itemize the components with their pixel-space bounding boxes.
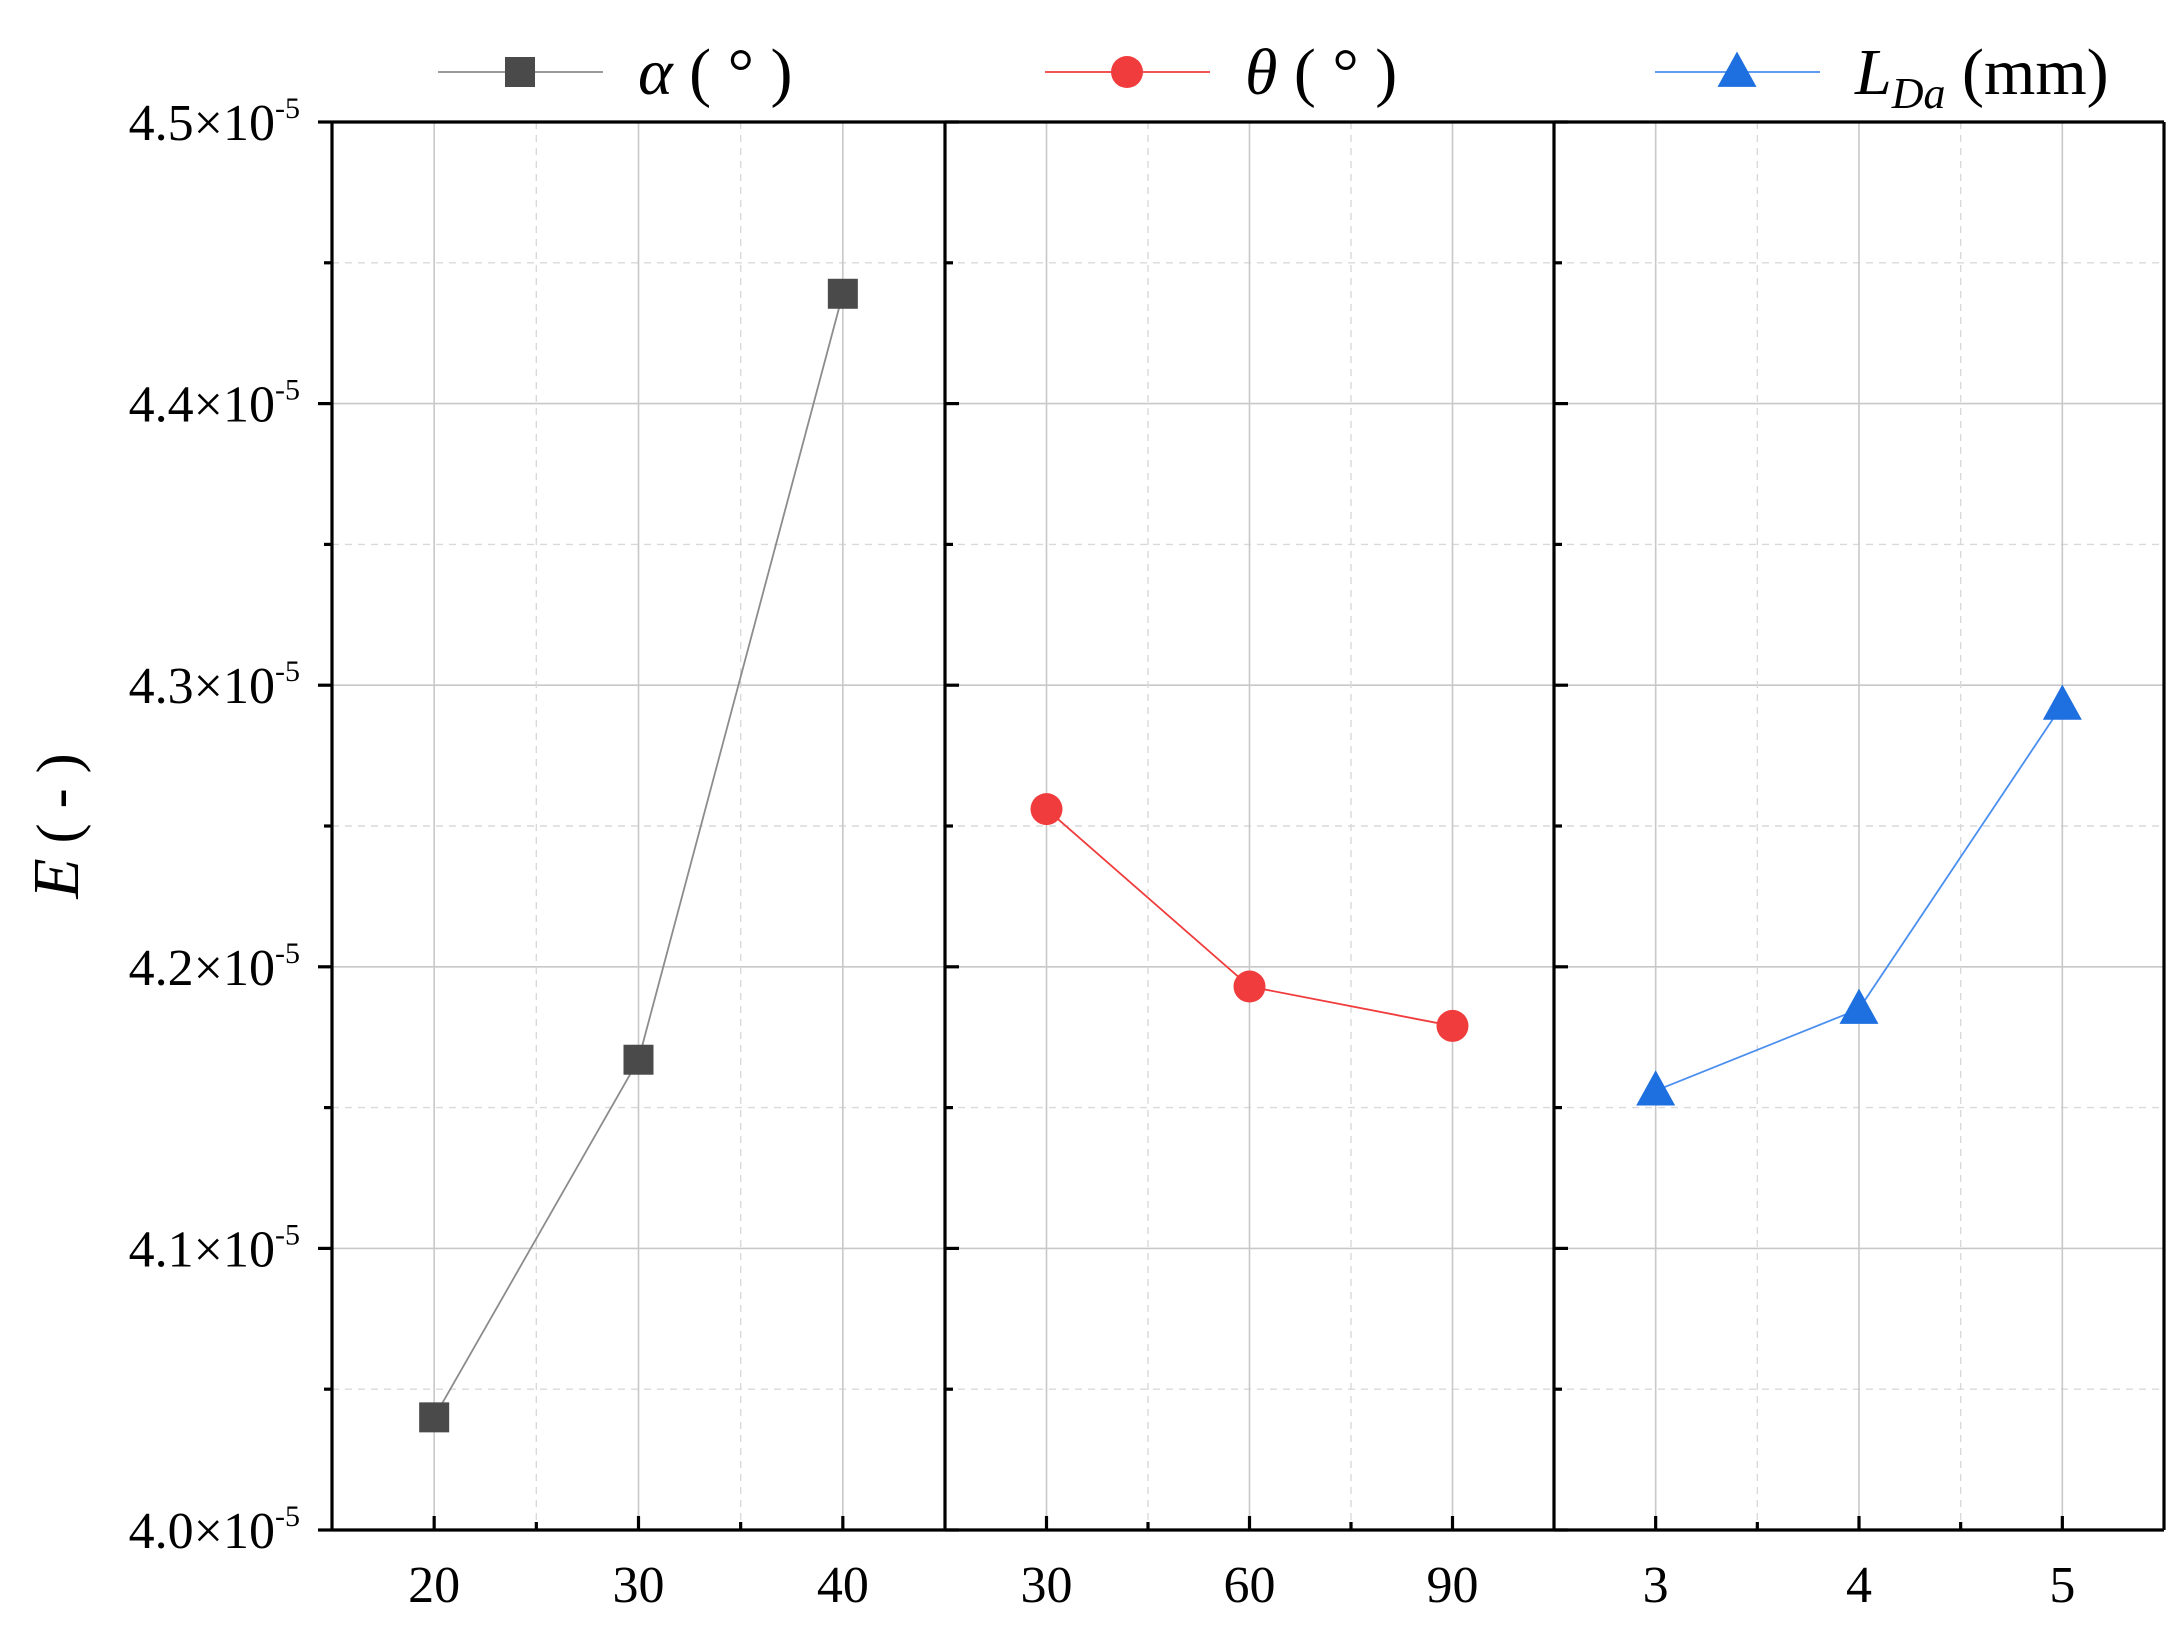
y-tick-mantissa: 4.0: [129, 1503, 194, 1560]
legend-unit: (mm): [1946, 36, 2109, 109]
y-tick-exponent: -5: [275, 374, 300, 407]
y-tick-mantissa: 4.2: [129, 940, 194, 997]
y-tick-mantissa: 4.3: [129, 658, 194, 715]
legend-label: LDa (mm): [1854, 36, 2109, 118]
legend-item-1: α ( ° ): [438, 36, 793, 109]
y-tick-label: 4.4×10-5: [129, 374, 300, 434]
legend-subscript: Da: [1891, 69, 1946, 118]
panel-3: 3 4 5: [1554, 120, 2164, 1614]
y-tick-label: 4.3×10-5: [129, 655, 300, 715]
y-tick-base: ×10: [194, 658, 275, 715]
legend-marker: [505, 57, 535, 87]
x-tick-label: 40: [817, 1557, 869, 1614]
legend-item-3: LDa (mm): [1655, 36, 2109, 118]
data-point-3-3: [2042, 684, 2082, 720]
data-point-1-2: [623, 1044, 654, 1075]
y-tick-base: ×10: [194, 95, 275, 152]
data-point-3-1: [1636, 1070, 1676, 1106]
data-point-1-3: [827, 278, 858, 309]
x-tick-label: 30: [1021, 1557, 1073, 1614]
legend-unit: ( ° ): [1277, 36, 1397, 109]
legend-symbol: α: [638, 36, 674, 109]
legend-symbol: θ: [1245, 36, 1277, 109]
y-tick-exponent: -5: [275, 1500, 300, 1533]
x-tick-label: 3: [1643, 1557, 1669, 1614]
x-tick-label: 4: [1846, 1557, 1872, 1614]
data-point-2-1: [1030, 793, 1063, 826]
x-tick-label: 90: [1427, 1557, 1479, 1614]
y-tick-exponent: -5: [275, 937, 300, 970]
y-tick-base: ×10: [194, 1503, 275, 1560]
y-tick-label: 4.2×10-5: [129, 937, 300, 997]
x-tick-label: 20: [408, 1557, 460, 1614]
legend-symbol: L: [1854, 36, 1892, 109]
x-tick-label: 30: [613, 1557, 665, 1614]
y-tick-label: 4.1×10-5: [129, 1218, 300, 1278]
y-tick-label: 4.0×10-5: [129, 1500, 300, 1560]
y-tick-base: ×10: [194, 1221, 275, 1278]
y-axis-unit: ( - ): [25, 753, 91, 858]
y-tick-label: 4.5×10-5: [129, 92, 300, 152]
legend-unit: ( ° ): [673, 36, 793, 109]
panel-2: 30 60 90: [945, 120, 1554, 1614]
y-tick-base: ×10: [194, 377, 275, 434]
legend-marker: [1717, 51, 1757, 87]
y-tick-mantissa: 4.4: [129, 377, 194, 434]
legend-marker: [1111, 56, 1143, 88]
y-tick-exponent: -5: [275, 92, 300, 125]
x-tick-label: 60: [1224, 1557, 1276, 1614]
legend-label: θ ( ° ): [1245, 36, 1397, 109]
y-axis-title: E ( - ): [20, 753, 93, 899]
y-tick-mantissa: 4.1: [129, 1221, 194, 1278]
y-tick-base: ×10: [194, 940, 275, 997]
legend-item-2: θ ( ° ): [1045, 36, 1397, 109]
y-axis-symbol: E: [20, 858, 93, 899]
legend-label: α ( ° ): [638, 36, 793, 109]
data-point-2-3: [1436, 1009, 1469, 1042]
panel-1: 20 30 40: [318, 120, 945, 1614]
y-tick-exponent: -5: [275, 1218, 300, 1251]
data-point-3-2: [1839, 988, 1879, 1024]
data-point-2-2: [1233, 970, 1266, 1003]
x-tick-label: 5: [2049, 1557, 2075, 1614]
data-point-1-1: [419, 1402, 450, 1433]
y-tick-exponent: -5: [275, 655, 300, 688]
y-tick-mantissa: 4.5: [129, 95, 194, 152]
